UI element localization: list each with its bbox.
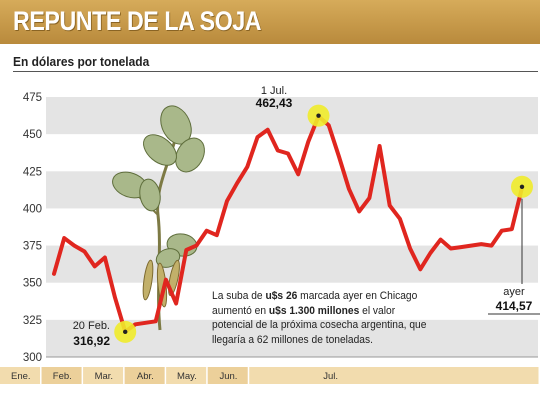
chart-subtitle: En dólares por tonelada <box>13 54 150 69</box>
grid-band <box>46 97 538 135</box>
soy-plant-illustration <box>112 105 205 331</box>
annotation-label: 20 Feb. <box>73 320 110 332</box>
annotation-label: 1 Jul. <box>261 85 287 97</box>
month-label: Mar. <box>95 371 113 382</box>
month-cell <box>207 367 248 384</box>
note-bold-1: u$s 26 <box>265 290 298 302</box>
month-cell <box>83 367 124 384</box>
y-tick-label: 300 <box>23 352 42 364</box>
annotation-value: 462,43 <box>256 96 293 110</box>
y-tick-label: 425 <box>23 166 42 178</box>
month-label: Jun. <box>219 371 237 382</box>
month-label: Ene. <box>11 371 31 382</box>
month-label: Abr. <box>137 371 154 382</box>
y-tick-label: 400 <box>23 203 42 215</box>
note-bold-2: u$s 1.300 millones <box>268 304 360 317</box>
data-point-dot <box>123 329 128 335</box>
month-label: Jul. <box>323 371 338 382</box>
plant-pod <box>168 259 180 297</box>
annotation-note: La suba de u$s 26 marcada ayer en Chicag… <box>212 289 431 347</box>
plant-leaf <box>143 134 177 166</box>
y-tick-label: 350 <box>23 278 42 290</box>
chart-title: REPUNTE DE LA SOJA <box>13 6 262 36</box>
annotation-value: 414,57 <box>496 299 533 313</box>
plant-leaf <box>175 137 205 173</box>
annotation-value: 316,92 <box>73 334 110 348</box>
month-label: May. <box>177 371 197 382</box>
annotation-label: ayer <box>503 286 525 298</box>
month-cell <box>124 367 165 384</box>
month-cell <box>41 367 82 384</box>
plant-leaf <box>155 248 181 268</box>
note-text-2: marcada ayer en Chicago aumentó en <box>212 290 418 317</box>
month-cell <box>166 367 207 384</box>
y-tick-label: 325 <box>23 315 42 327</box>
title-banner: REPUNTE DE LA SOJA <box>0 0 540 44</box>
y-tick-label: 450 <box>23 129 42 141</box>
subtitle-divider <box>13 71 538 72</box>
plant-pod <box>142 259 154 301</box>
data-point-dot <box>316 113 321 118</box>
month-cell <box>0 367 41 384</box>
month-cell <box>249 367 539 384</box>
note-text-3: el valor potencial de la próxima cosecha… <box>212 304 427 346</box>
plant-leaf <box>139 178 161 212</box>
y-tick-label: 475 <box>23 92 42 104</box>
grid-band <box>46 245 538 283</box>
note-text-1: La suba de <box>212 290 266 302</box>
data-point-dot <box>519 184 525 189</box>
month-label: Feb. <box>53 371 72 382</box>
y-tick-label: 375 <box>23 241 42 253</box>
